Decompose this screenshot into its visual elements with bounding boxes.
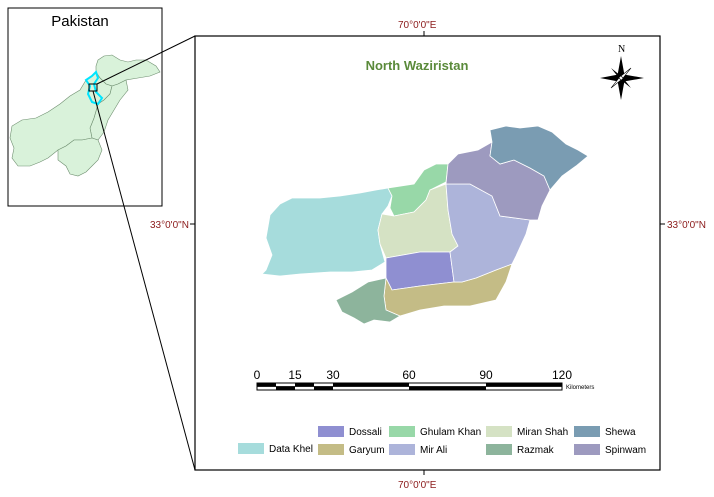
coord-label-bottom: 70°0'0"E [398,480,437,491]
scale-tick-label: 60 [402,368,416,382]
scale-tick-label: 30 [326,368,340,382]
legend-label: Razmak [517,445,555,456]
legend-label: Dossali [349,427,382,438]
connector-line-bottom [92,90,196,471]
scale-tick-label: 15 [288,368,302,382]
fata-highlight [84,70,104,106]
scale-bar: 0 15 30 60 90 120 Kilometers [254,368,595,391]
legend-item-garyum: Garyum [318,444,385,456]
pakistan-outline [9,54,161,177]
legend-item-razmak: Razmak [486,444,555,456]
region-shewa [489,125,589,191]
scale-tick-label: 0 [254,368,261,382]
legend-swatch [389,444,415,455]
legend-item-data-khel: Data Khel [238,443,313,455]
pakistan-province [9,79,99,167]
regions-layer [261,125,589,325]
region-data-khel [261,187,393,277]
legend-swatch [318,444,344,455]
legend-swatch [574,444,600,455]
scale-tick-label: 90 [479,368,493,382]
legend-swatch [389,426,415,437]
pakistan-province [57,137,103,177]
legend-label: Data Khel [269,444,313,455]
legend-label: Shewa [605,427,636,438]
legend-swatch [486,444,512,455]
legend-label: Mir Ali [420,445,447,456]
inset-map: Pakistan [7,7,163,207]
legend-item-ghulam-khan: Ghulam Khan [389,426,481,438]
main-map: 70°0'0"E 70°0'0"E 33°0'0"N 33°0'0"N Nort… [150,20,706,491]
north-arrow-icon: N [600,44,644,100]
legend-item-spinwam: Spinwam [574,444,646,456]
connector-line-top [96,35,196,85]
region-razmak [335,277,401,325]
legend-label: Spinwam [605,445,646,456]
legend-swatch [486,426,512,437]
legend-swatch [238,443,264,454]
map-title: North Waziristan [366,58,469,73]
legend-item-shewa: Shewa [574,426,636,438]
legend-swatch [318,426,344,437]
legend-label: Miran Shah [517,427,568,438]
coord-label-right: 33°0'0"N [667,220,706,231]
legend-item-dossali: Dossali [318,426,382,438]
north-label: N [618,44,625,55]
legend: Data Khel Dossali Garyum Ghulam Khan Mir Ali… [238,426,646,456]
coord-label-top: 70°0'0"E [398,20,437,31]
scale-unit-label: Kilometers [566,385,594,391]
coord-label-left: 33°0'0"N [150,220,189,231]
pakistan-province [89,79,129,141]
inset-title: Pakistan [51,13,109,30]
legend-swatch [574,426,600,437]
scale-tick-label: 120 [552,368,572,382]
legend-label: Garyum [349,445,385,456]
legend-item-mir-ali: Mir Ali [389,444,447,456]
legend-label: Ghulam Khan [420,427,481,438]
legend-item-miran-shah: Miran Shah [486,426,568,438]
